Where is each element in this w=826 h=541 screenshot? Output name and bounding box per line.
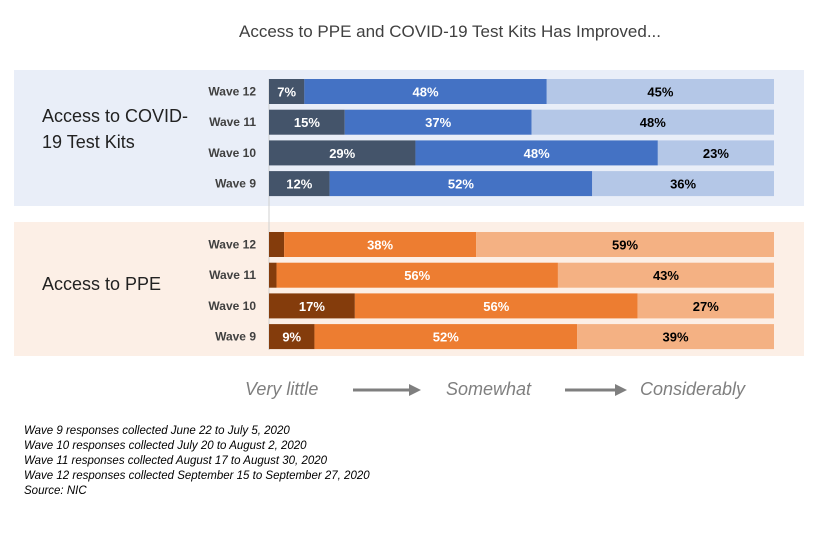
footnote-wave-12: Wave 12 responses collected September 15… xyxy=(24,470,370,482)
legend-somewhat: Somewhat xyxy=(446,379,532,399)
bar-segment-very-little xyxy=(269,232,285,257)
footnote-wave-10: Wave 10 responses collected July 20 to A… xyxy=(24,440,307,452)
row-label: Wave 10 xyxy=(208,299,256,313)
bar-segment-somewhat xyxy=(304,79,547,104)
bar-segment-very-little xyxy=(269,262,277,288)
data-label: 52% xyxy=(433,330,459,345)
bar-segment-considerably xyxy=(546,79,774,104)
bar-segment-somewhat xyxy=(415,140,658,166)
footnote-wave-11: Wave 11 responses collected August 17 to… xyxy=(24,455,328,467)
data-label: 43% xyxy=(653,268,679,283)
bar-segment-very-little xyxy=(269,109,345,135)
data-label: 9% xyxy=(282,330,301,345)
data-label: 56% xyxy=(483,299,509,314)
data-label: 48% xyxy=(413,85,439,100)
data-label: 12% xyxy=(286,177,312,192)
data-label: 39% xyxy=(663,330,689,345)
data-label: 36% xyxy=(670,177,696,192)
data-label: 48% xyxy=(524,146,550,161)
bar-segment-somewhat xyxy=(329,171,593,197)
footnote-wave-9: Wave 9 responses collected June 22 to Ju… xyxy=(24,425,290,437)
right-arrow-icon xyxy=(353,384,421,396)
bar-segment-considerably xyxy=(577,324,774,350)
row-label: Wave 11 xyxy=(209,115,256,129)
data-label: 37% xyxy=(425,115,451,130)
chart-title: Access to PPE and COVID-19 Test Kits Has… xyxy=(238,22,662,41)
bar-segment-considerably xyxy=(557,262,774,288)
test-kits-group-label: Access to COVID-19 Test Kits xyxy=(42,106,189,152)
bar-segment-considerably xyxy=(592,171,774,197)
row-label: Wave 9 xyxy=(215,177,256,191)
bar-segment-somewhat xyxy=(354,293,638,319)
bar-segment-very-little xyxy=(269,140,416,166)
data-label: 48% xyxy=(640,115,666,130)
bar-segment-considerably xyxy=(476,232,774,257)
bar-segment-very-little xyxy=(269,171,330,197)
footnotes: Wave 9 responses collected June 22 to Ju… xyxy=(24,424,370,499)
bar-segment-very-little xyxy=(269,293,355,319)
bar-segment-somewhat xyxy=(344,109,532,135)
bar-segment-somewhat xyxy=(276,262,558,288)
bar-segment-very-little xyxy=(269,79,305,104)
right-arrow-icon xyxy=(565,384,627,396)
data-label: 27% xyxy=(693,299,719,314)
bar-segment-considerably xyxy=(531,109,774,135)
data-label: 52% xyxy=(448,177,474,192)
bar-segment-somewhat xyxy=(314,324,578,350)
row-label: Wave 12 xyxy=(208,85,256,99)
data-label: 38% xyxy=(367,238,393,253)
data-label: 23% xyxy=(703,146,729,161)
data-label: 45% xyxy=(647,85,673,100)
row-label: Wave 11 xyxy=(209,268,256,282)
row-label: Wave 10 xyxy=(208,146,256,160)
data-label: 59% xyxy=(612,238,638,253)
data-label: 17% xyxy=(299,299,325,314)
bar-segment-considerably xyxy=(637,293,774,319)
row-label: Wave 12 xyxy=(208,238,256,252)
data-label: 15% xyxy=(294,115,320,130)
data-label: 7% xyxy=(277,85,296,100)
row-label: Wave 9 xyxy=(215,330,256,344)
legend-very-little: Very little xyxy=(245,379,319,399)
ppe-group-label: Access to PPE xyxy=(42,274,162,294)
footnote-source: Source: NIC xyxy=(24,485,87,497)
data-label: 29% xyxy=(329,146,355,161)
data-label: 56% xyxy=(404,268,430,283)
bar-segment-very-little xyxy=(269,324,315,350)
bar-segment-considerably xyxy=(657,140,774,166)
bar-segment-somewhat xyxy=(284,232,477,257)
legend-considerably: Considerably xyxy=(640,379,746,399)
